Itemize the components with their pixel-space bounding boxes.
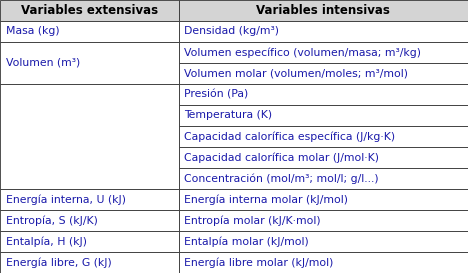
Bar xyxy=(179,168,468,189)
Bar xyxy=(179,63,468,84)
Text: Energía interna molar (kJ/mol): Energía interna molar (kJ/mol) xyxy=(184,194,348,205)
Text: Variables intensivas: Variables intensivas xyxy=(256,4,390,17)
Text: Masa (kg): Masa (kg) xyxy=(6,26,59,37)
Bar xyxy=(0,231,179,252)
Bar xyxy=(179,210,468,231)
Text: Entropía molar (kJ/K·mol): Entropía molar (kJ/K·mol) xyxy=(184,215,321,226)
Text: Densidad (kg/m³): Densidad (kg/m³) xyxy=(184,26,279,37)
Bar xyxy=(0,42,179,84)
Bar xyxy=(179,0,468,21)
Text: Volumen específico (volumen/masa; m³/kg): Volumen específico (volumen/masa; m³/kg) xyxy=(184,47,421,58)
Bar xyxy=(179,189,468,210)
Text: Capacidad calorífica molar (J/mol·K): Capacidad calorífica molar (J/mol·K) xyxy=(184,152,380,163)
Bar xyxy=(179,231,468,252)
Bar xyxy=(0,84,179,189)
Bar xyxy=(0,252,179,273)
Text: Volumen molar (volumen/moles; m³/mol): Volumen molar (volumen/moles; m³/mol) xyxy=(184,69,409,79)
Text: Capacidad calorífica específica (J/kg·K): Capacidad calorífica específica (J/kg·K) xyxy=(184,131,395,142)
Text: Temperatura (K): Temperatura (K) xyxy=(184,111,272,120)
Bar xyxy=(0,189,179,210)
Bar xyxy=(179,42,468,63)
Bar xyxy=(179,252,468,273)
Bar xyxy=(179,147,468,168)
Text: Entalpía molar (kJ/mol): Entalpía molar (kJ/mol) xyxy=(184,236,309,247)
Bar xyxy=(0,21,179,42)
Text: Energía libre molar (kJ/mol): Energía libre molar (kJ/mol) xyxy=(184,257,334,268)
Text: Volumen (m³): Volumen (m³) xyxy=(6,58,80,68)
Text: Entalpía, H (kJ): Entalpía, H (kJ) xyxy=(6,236,87,247)
Text: Energía interna, U (kJ): Energía interna, U (kJ) xyxy=(6,194,125,205)
Bar xyxy=(179,105,468,126)
Bar xyxy=(179,126,468,147)
Text: Presión (Pa): Presión (Pa) xyxy=(184,90,249,99)
Bar xyxy=(0,0,179,21)
Bar xyxy=(179,21,468,42)
Bar xyxy=(179,84,468,105)
Text: Entropía, S (kJ/K): Entropía, S (kJ/K) xyxy=(6,215,97,226)
Text: Energía libre, G (kJ): Energía libre, G (kJ) xyxy=(6,257,111,268)
Bar xyxy=(0,210,179,231)
Text: Concentración (mol/m³; mol/l; g/l...): Concentración (mol/m³; mol/l; g/l...) xyxy=(184,173,379,184)
Text: Variables extensivas: Variables extensivas xyxy=(21,4,158,17)
